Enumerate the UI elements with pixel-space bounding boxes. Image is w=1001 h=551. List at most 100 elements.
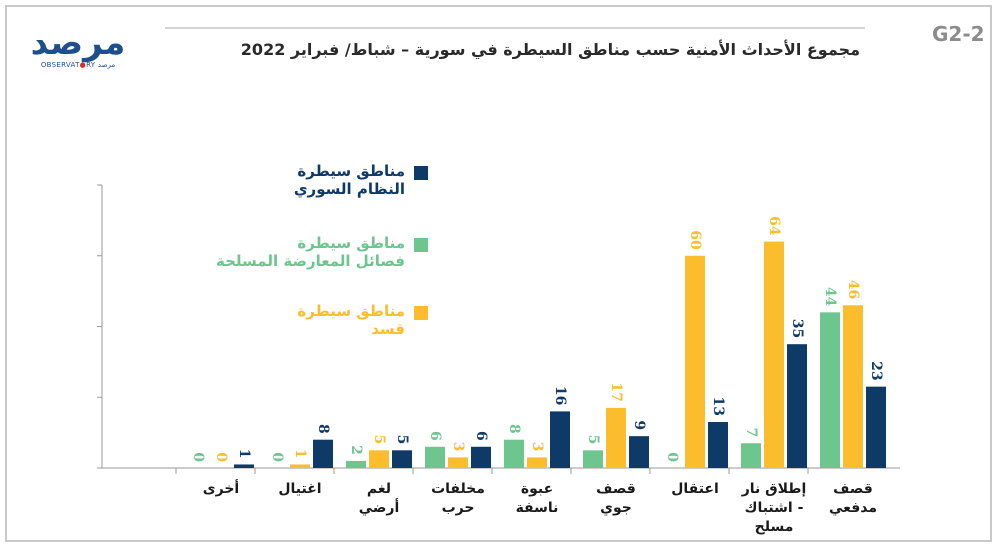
logo-sub-b: RY bbox=[86, 61, 96, 69]
legend-swatch bbox=[414, 166, 428, 180]
bars-layer bbox=[234, 241, 886, 468]
logo-subtitle: OBSERVAT●RY مرصد bbox=[28, 61, 128, 69]
legend-swatch bbox=[414, 238, 428, 252]
bar bbox=[583, 450, 603, 468]
data-label: 8 bbox=[506, 424, 522, 434]
category-label-line: ناسفة bbox=[515, 500, 559, 516]
bar bbox=[234, 464, 254, 468]
category-label-line: مخلفات bbox=[431, 481, 485, 497]
bar bbox=[764, 241, 784, 468]
data-label: 0 bbox=[190, 452, 206, 462]
legend-label: مناطق سيطرة فصائل المعارضة المسلحة bbox=[190, 234, 405, 270]
legend-label: مناطق سيطرة قسد bbox=[190, 302, 405, 338]
bar bbox=[866, 386, 886, 468]
data-label: 44 bbox=[822, 287, 838, 307]
bar bbox=[392, 450, 412, 468]
category-label-line: عبوة bbox=[520, 481, 554, 497]
data-label: 23 bbox=[868, 361, 884, 380]
category-label-line: اغتيال bbox=[278, 481, 322, 497]
bar bbox=[606, 407, 626, 468]
bar bbox=[346, 460, 366, 468]
logo-dot-icon: ● bbox=[79, 61, 87, 69]
data-label: 5 bbox=[371, 435, 387, 445]
data-label: 5 bbox=[394, 435, 410, 445]
bar bbox=[741, 443, 761, 468]
data-label: 16 bbox=[552, 386, 568, 405]
legend-label-line: فصائل المعارضة المسلحة bbox=[216, 252, 405, 270]
bar bbox=[787, 344, 807, 468]
category-label-line: أرضي bbox=[358, 500, 400, 516]
bar bbox=[820, 312, 840, 468]
bar bbox=[471, 446, 491, 468]
logo-sub-a: OBSERVAT bbox=[40, 61, 80, 69]
figure-code: G2-2 bbox=[932, 22, 985, 46]
legend-label-line: النظام السوري bbox=[293, 180, 405, 198]
category-label: اغتيال bbox=[258, 480, 342, 499]
category-label: مخلفات حرب bbox=[416, 480, 500, 518]
data-label: 5 bbox=[585, 435, 601, 445]
bar bbox=[629, 436, 649, 468]
legend-label-line: مناطق سيطرة bbox=[297, 162, 405, 180]
category-label-line: حرب bbox=[441, 500, 475, 516]
title-rule bbox=[165, 27, 865, 29]
category-label-line: اعتقال bbox=[671, 481, 719, 497]
data-label: 13 bbox=[710, 397, 726, 416]
data-label: 9 bbox=[631, 420, 647, 430]
category-label: لغم أرضي bbox=[337, 480, 421, 518]
category-label: قصف مدفعي bbox=[811, 480, 895, 518]
data-label: 6 bbox=[427, 431, 443, 441]
data-label: 64 bbox=[766, 216, 782, 236]
data-label: 1 bbox=[292, 449, 308, 459]
data-label: 3 bbox=[450, 442, 466, 452]
data-label: 2 bbox=[348, 445, 364, 455]
logo-sub-ar: مرصد bbox=[97, 61, 116, 69]
data-label: 17 bbox=[608, 382, 624, 401]
bar bbox=[425, 446, 445, 468]
legend-label-line: مناطق سيطرة bbox=[297, 302, 405, 320]
legend-label-line: قسد bbox=[371, 320, 405, 338]
category-label-line: جوي bbox=[600, 500, 632, 516]
data-label: 0 bbox=[269, 452, 285, 462]
bar bbox=[550, 411, 570, 468]
legend-label: مناطق سيطرة النظام السوري bbox=[190, 162, 405, 198]
category-label: إطلاق نار - اشتباك مسلح bbox=[732, 480, 816, 537]
category-label: أخرى bbox=[179, 480, 263, 499]
category-label-line: لغم bbox=[366, 481, 392, 497]
category-label-line: قصف bbox=[596, 481, 636, 497]
category-label-line: قصف bbox=[833, 481, 873, 497]
legend-swatch bbox=[414, 306, 428, 320]
category-label: عبوة ناسفة bbox=[495, 480, 579, 518]
category-label: اعتقال bbox=[653, 480, 737, 499]
data-label: 6 bbox=[473, 431, 489, 441]
category-label-line: أخرى bbox=[202, 481, 240, 497]
category-label-line: - اشتباك bbox=[744, 500, 804, 516]
category-label-line: مسلح bbox=[754, 519, 794, 535]
data-label: 46 bbox=[845, 280, 861, 299]
logo-wordmark: مرصد bbox=[30, 23, 126, 63]
bar bbox=[685, 255, 705, 468]
data-label: 7 bbox=[743, 427, 759, 437]
data-label: 35 bbox=[789, 319, 805, 338]
data-label: 60 bbox=[687, 230, 703, 250]
bar bbox=[843, 305, 863, 468]
category-label-line: مدفعي bbox=[829, 500, 877, 516]
bar bbox=[504, 439, 524, 468]
category-label: قصف جوي bbox=[574, 480, 658, 518]
data-label: 3 bbox=[529, 442, 545, 452]
bar bbox=[448, 457, 468, 468]
category-label-line: إطلاق نار bbox=[741, 481, 807, 497]
data-label: 1 bbox=[236, 449, 252, 459]
bar bbox=[313, 439, 333, 468]
data-label: 0 bbox=[213, 452, 229, 462]
bar bbox=[369, 450, 389, 468]
data-label: 0 bbox=[664, 452, 680, 462]
bar bbox=[527, 457, 547, 468]
bar bbox=[708, 422, 728, 468]
bar bbox=[290, 464, 310, 468]
chart-title: مجموع الأحداث الأمنية حسب مناطق السيطرة … bbox=[240, 40, 860, 59]
legend-label-line: مناطق سيطرة bbox=[297, 234, 405, 252]
observatory-logo: مرصد OBSERVAT●RY مرصد bbox=[28, 25, 128, 75]
data-label: 8 bbox=[315, 424, 331, 434]
